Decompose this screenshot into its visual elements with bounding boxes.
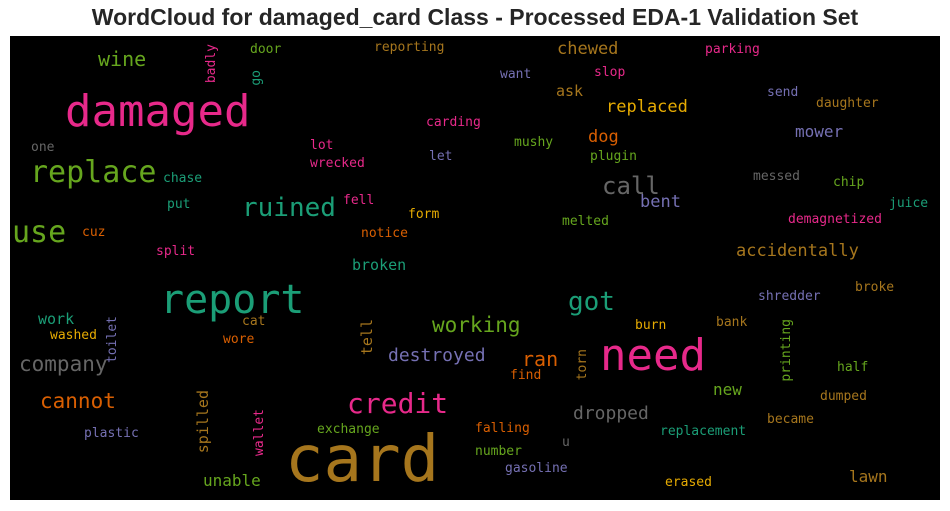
word-u: u <box>562 435 570 450</box>
word-fell: fell <box>343 193 375 208</box>
word-need: need <box>600 330 706 381</box>
word-wore: wore <box>223 332 255 347</box>
word-number: number <box>475 444 522 459</box>
word-damaged: damaged <box>65 86 251 137</box>
word-burn: burn <box>635 318 667 333</box>
word-wine: wine <box>98 47 147 71</box>
chart-title: WordCloud for damaged_card Class - Proce… <box>91 4 859 30</box>
word-chewed: chewed <box>557 39 619 59</box>
word-erased: erased <box>665 475 712 490</box>
word-wallet: wallet <box>252 409 267 456</box>
word-send: send <box>767 85 799 100</box>
word-messed: messed <box>753 169 800 184</box>
word-report: report <box>160 277 305 323</box>
word-reporting: reporting <box>374 40 445 55</box>
word-washed: washed <box>50 328 97 343</box>
word-plugin: plugin <box>590 149 637 164</box>
word-cloud: card damaged need report replace use credit rui… <box>10 36 940 500</box>
word-exchange: exchange <box>317 422 380 437</box>
word-printing: printing <box>779 319 794 382</box>
word-work: work <box>38 310 75 328</box>
word-unable: unable <box>203 471 261 490</box>
word-juice: juice <box>889 196 929 211</box>
word-one: one <box>31 140 55 155</box>
word-parking: parking <box>705 42 760 57</box>
word-bent: bent <box>640 192 681 212</box>
word-slop: slop <box>594 65 626 80</box>
word-toilet: toilet <box>105 316 120 363</box>
word-cuz: cuz <box>82 225 106 240</box>
word-chip: chip <box>833 175 865 190</box>
word-replacement: replacement <box>660 424 747 439</box>
word-split: split <box>156 244 196 259</box>
word-demagnetized: demagnetized <box>788 212 882 227</box>
word-mushy: mushy <box>514 135 554 150</box>
word-want: want <box>500 67 532 82</box>
word-dumped: dumped <box>820 389 867 404</box>
word-replace: replace <box>30 155 157 190</box>
word-working: working <box>432 313 521 337</box>
word-find: find <box>510 368 542 383</box>
word-put: put <box>167 197 191 212</box>
word-dropped: dropped <box>573 403 649 424</box>
word-became: became <box>767 412 814 427</box>
word-credit: credit <box>347 387 449 420</box>
word-replaced: replaced <box>606 97 688 117</box>
word-ruined: ruined <box>242 193 336 223</box>
word-plastic: plastic <box>84 426 139 441</box>
word-card: card <box>285 423 440 497</box>
word-notice: notice <box>361 226 408 241</box>
word-melted: melted <box>562 214 609 229</box>
word-gasoline: gasoline <box>505 461 568 476</box>
word-lawn: lawn <box>849 467 888 486</box>
word-wrecked: wrecked <box>310 156 365 171</box>
word-new: new <box>713 380 742 399</box>
word-cannot: cannot <box>40 389 116 413</box>
word-half: half <box>837 360 869 375</box>
word-company: company <box>19 352 108 376</box>
word-falling: falling <box>475 421 530 436</box>
word-go: go <box>249 70 264 86</box>
word-let: let <box>429 149 453 164</box>
word-chase: chase <box>163 171 203 186</box>
word-tell: tell <box>358 319 376 356</box>
word-mower: mower <box>795 122 844 141</box>
word-ask: ask <box>556 82 584 100</box>
word-shredder: shredder <box>758 289 821 304</box>
word-daughter: daughter <box>816 96 879 111</box>
word-bank: bank <box>716 315 748 330</box>
word-cat: cat <box>242 314 266 329</box>
word-badly: badly <box>204 44 219 84</box>
word-accidentally: accidentally <box>736 241 859 261</box>
word-call: call <box>602 172 660 200</box>
word-destroyed: destroyed <box>388 345 486 366</box>
word-ran: ran <box>522 347 559 371</box>
word-got: got <box>568 287 615 317</box>
word-lot: lot <box>310 138 334 153</box>
word-broke: broke <box>855 280 895 295</box>
word-door: door <box>250 42 282 57</box>
word-broken: broken <box>352 256 407 274</box>
word-torn: torn <box>575 349 590 381</box>
word-carding: carding <box>426 115 481 130</box>
word-spilled: spilled <box>194 390 212 454</box>
word-use: use <box>12 215 67 250</box>
word-dog: dog <box>588 127 619 147</box>
word-form: form <box>408 207 440 222</box>
